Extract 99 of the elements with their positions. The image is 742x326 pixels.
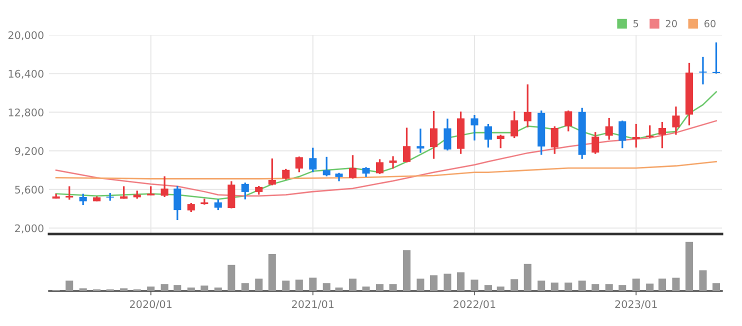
- y-tick-label: 9,200: [14, 147, 44, 156]
- candlestick: [295, 156, 303, 174]
- bar: [457, 272, 465, 291]
- bar: [632, 278, 640, 291]
- bar: [335, 288, 343, 291]
- bar: [174, 285, 182, 291]
- legend-label: 5: [633, 20, 638, 28]
- y-tick-label: 16,400: [8, 70, 44, 79]
- candlestick: [389, 155, 397, 170]
- bar: [66, 280, 74, 291]
- legend-label: 60: [704, 20, 716, 28]
- bar: [241, 283, 249, 291]
- bar: [685, 242, 693, 291]
- bar: [147, 286, 155, 291]
- bar: [79, 288, 87, 291]
- bar: [282, 280, 290, 291]
- bar: [255, 278, 263, 291]
- bar: [712, 283, 720, 291]
- x-tick-label: 2022/01: [454, 300, 496, 309]
- bar: [550, 282, 558, 291]
- line-series: [55, 160, 717, 180]
- bar: [416, 278, 424, 291]
- bar: [200, 286, 208, 291]
- candlestick: [268, 158, 276, 186]
- candlestick: [564, 110, 572, 132]
- candlestick: [376, 158, 384, 175]
- bar: [578, 280, 586, 291]
- candlestick: [646, 124, 654, 139]
- candlestick: [592, 131, 600, 155]
- bar: [444, 274, 452, 291]
- candlestick: [699, 56, 707, 86]
- bar: [362, 286, 370, 291]
- candlestick: [362, 166, 370, 178]
- candlestick: [605, 117, 613, 141]
- candlestick: [322, 156, 330, 178]
- bar: [564, 282, 572, 291]
- candlestick: [672, 106, 680, 136]
- candlestick: [241, 182, 249, 200]
- bar: [214, 288, 222, 291]
- legend-label: 20: [666, 20, 677, 28]
- candlestick: [348, 154, 356, 180]
- candlestick: [496, 134, 504, 150]
- candlestick: [618, 120, 626, 150]
- bar: [187, 288, 195, 291]
- candlestick: [402, 126, 411, 164]
- bar: [389, 284, 397, 291]
- candlestick: [484, 123, 492, 148]
- candlestick: [282, 168, 290, 180]
- bar: [348, 278, 356, 291]
- bar: [295, 280, 303, 291]
- candlestick: [470, 114, 478, 142]
- line-series: [55, 120, 717, 197]
- y-tick-label: 12,800: [8, 108, 44, 118]
- bar: [268, 254, 276, 291]
- candlestick: [309, 146, 317, 174]
- y-tick-label: 20,000: [8, 31, 44, 40]
- candlestick: [160, 175, 168, 198]
- candlestick: [510, 110, 518, 139]
- candlestick: [658, 121, 666, 150]
- y-tick-label: 2,000: [15, 224, 44, 234]
- candlestick: [187, 202, 195, 213]
- bar: [524, 264, 532, 291]
- bar: [470, 280, 478, 291]
- candlestick: [147, 185, 155, 196]
- candlestick: [444, 118, 452, 152]
- bar: [658, 278, 666, 291]
- candlestick: [228, 180, 236, 210]
- bar: [538, 280, 546, 291]
- bar: [605, 284, 613, 291]
- bar: [120, 288, 128, 291]
- bar: [309, 278, 317, 291]
- x-tick-label: 2023/01: [615, 300, 657, 309]
- candlestick: [632, 123, 640, 148]
- candlestick: [66, 185, 74, 201]
- bar: [699, 270, 707, 291]
- bar: [592, 284, 600, 291]
- bar: [322, 283, 330, 291]
- candlestick: [79, 192, 87, 206]
- candlestick: [524, 84, 532, 128]
- x-tick-label: 2021/01: [292, 300, 334, 309]
- bar: [402, 250, 411, 291]
- candlestick: [430, 110, 438, 160]
- candlestick: [174, 185, 182, 221]
- bar: [496, 286, 504, 291]
- bar: [672, 278, 680, 291]
- bar: [618, 285, 626, 291]
- y-tick-label: 5,600: [15, 186, 44, 195]
- candlestick: [214, 198, 222, 211]
- candlestick: [416, 128, 424, 154]
- candlestick: [550, 125, 558, 155]
- candlestick: [712, 42, 720, 74]
- bar: [228, 264, 236, 291]
- bar: [160, 284, 168, 291]
- x-tick-label: 2020/01: [130, 300, 172, 309]
- bar: [510, 279, 518, 291]
- bar: [484, 285, 492, 291]
- bar: [430, 275, 438, 291]
- bar: [646, 284, 654, 291]
- bar: [376, 284, 384, 291]
